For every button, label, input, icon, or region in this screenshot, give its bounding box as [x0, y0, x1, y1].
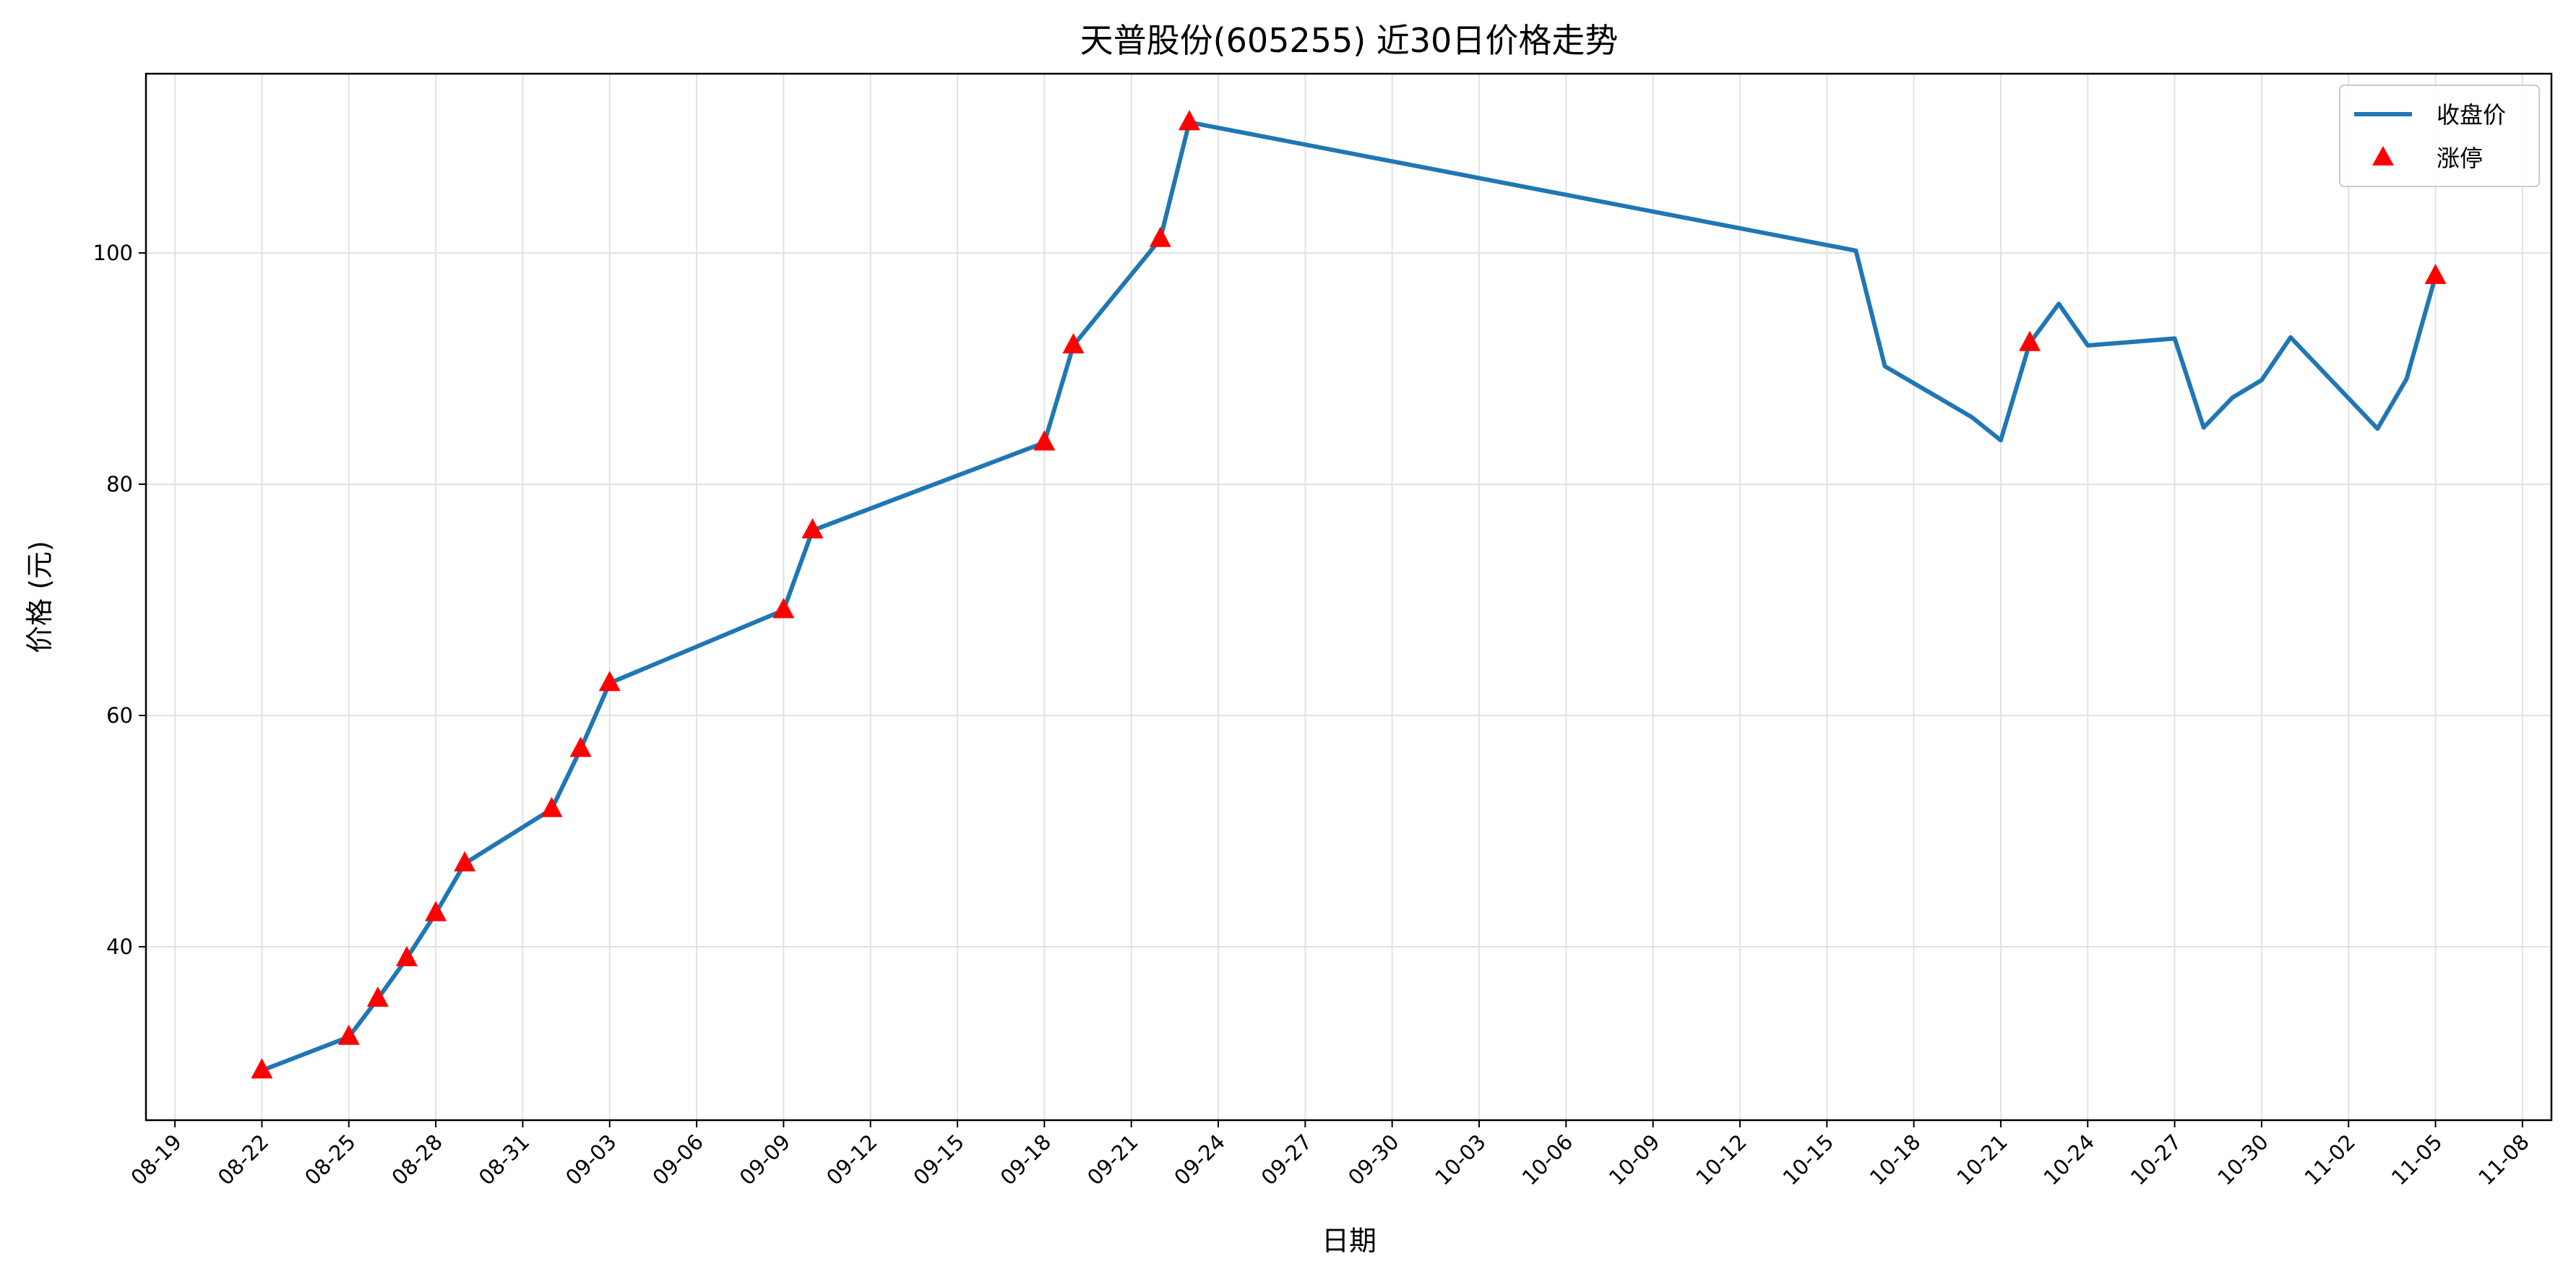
y-tick-label: 100 [93, 241, 133, 265]
x-tick-label: 09-24 [1169, 1130, 1230, 1190]
x-tick-label: 11-05 [2387, 1130, 2447, 1190]
y-axis: 40 60 80 100 [93, 241, 146, 959]
x-tick-label: 08-31 [474, 1130, 535, 1190]
limit-up-marker [772, 598, 795, 619]
limit-up-marker [366, 986, 389, 1007]
x-tick-label: 08-28 [387, 1130, 447, 1190]
plot-area [251, 110, 2447, 1079]
limit-up-marker [801, 518, 824, 538]
y-axis-title: 价格 (元) [24, 541, 56, 653]
limit-up-marker [569, 736, 592, 757]
limit-up-marker [454, 851, 476, 872]
x-tick-label: 10-12 [1691, 1130, 1752, 1190]
x-tick-label: 09-06 [647, 1130, 708, 1190]
x-tick-label: 10-27 [2126, 1130, 2187, 1190]
x-tick-label: 09-27 [1257, 1130, 1317, 1190]
x-tick-label: 09-30 [1343, 1130, 1404, 1190]
limit-up-marker [425, 900, 447, 921]
x-tick-label: 09-15 [908, 1130, 969, 1190]
x-axis-title: 日期 [1322, 1225, 1377, 1257]
x-tick-label: 09-09 [735, 1130, 796, 1190]
x-tick-label: 10-18 [1865, 1130, 1926, 1190]
legend-label: 涨停 [2437, 145, 2483, 172]
limit-up-marker [598, 671, 621, 692]
y-tick-label: 40 [106, 934, 133, 959]
chart-title: 天普股份(605255) 近30日价格走势 [1080, 21, 1619, 60]
x-tick-label: 11-02 [2300, 1130, 2361, 1190]
y-tick-label: 60 [106, 703, 133, 728]
limit-up-marker [1149, 226, 1171, 247]
limit-up-marker [2019, 330, 2041, 351]
limit-up-marker [2424, 264, 2447, 284]
x-tick-label: 09-21 [1082, 1130, 1143, 1190]
x-tick-label: 10-30 [2213, 1130, 2273, 1190]
limit-up-marker [251, 1058, 273, 1079]
x-tick-label: 08-19 [126, 1130, 186, 1190]
x-tick-label: 10-15 [1778, 1130, 1839, 1190]
plot-frame [145, 72, 2553, 1122]
x-tick-label: 08-22 [213, 1130, 274, 1190]
grid-lines [146, 74, 2551, 1120]
limit-up-marker [540, 796, 563, 817]
x-tick-label: 09-18 [996, 1130, 1056, 1190]
limit-up-marker [1033, 430, 1056, 451]
limit-up-marker [1062, 333, 1085, 353]
legend-label: 收盘价 [2437, 101, 2506, 129]
close-price-line [261, 120, 2438, 1072]
x-tick-label: 10-09 [1604, 1130, 1665, 1190]
limit-up-marker [395, 946, 418, 966]
limit-up-marker [337, 1024, 360, 1045]
x-tick-label: 10-24 [2039, 1130, 2100, 1190]
y-tick-label: 80 [106, 472, 133, 496]
x-tick-label: 11-08 [2473, 1130, 2534, 1190]
x-tick-label: 09-03 [561, 1130, 621, 1190]
x-axis: 08-19 08-22 08-25 08-28 08-31 09-03 09-06 09-09… [126, 1120, 2534, 1190]
legend-triangle-swatch [2372, 146, 2394, 165]
limit-up-marker [1178, 110, 1200, 131]
x-tick-label: 10-03 [1430, 1130, 1491, 1190]
x-tick-label: 10-06 [1517, 1130, 1578, 1190]
x-tick-label: 09-12 [822, 1130, 882, 1190]
x-tick-label: 08-25 [300, 1130, 361, 1190]
x-tick-label: 10-21 [1952, 1130, 2012, 1190]
